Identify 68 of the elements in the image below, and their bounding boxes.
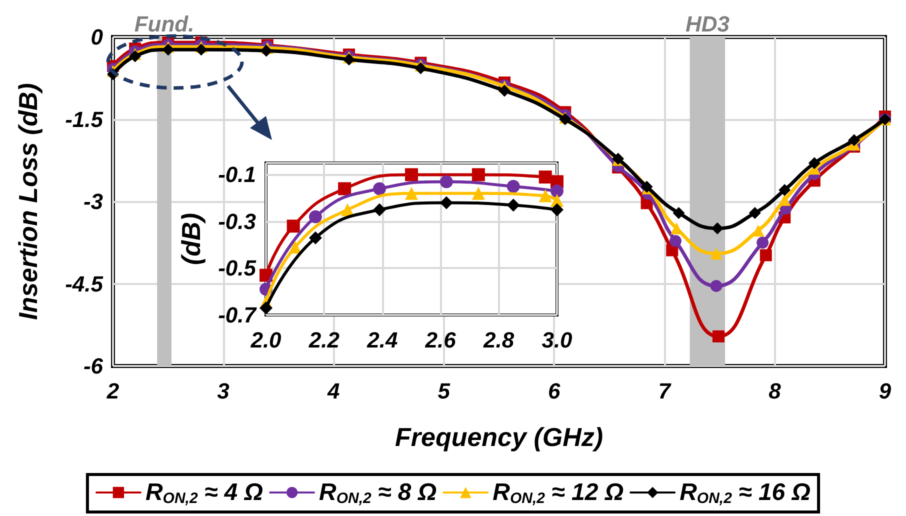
y-tick-label: -0.7 (218, 302, 258, 328)
point (440, 196, 453, 210)
point (550, 203, 564, 216)
point (550, 184, 564, 198)
y-tick-label: -1.5 (65, 106, 104, 132)
point (373, 182, 386, 196)
point (162, 44, 174, 56)
point (308, 231, 322, 244)
point (405, 168, 418, 182)
x-tick-label: 2.8 (482, 328, 515, 352)
point (712, 330, 724, 342)
x-tick-label: 3 (217, 378, 230, 404)
point (260, 44, 272, 57)
point (710, 280, 722, 292)
y-tick-label: -0.3 (218, 208, 256, 234)
x-tick-label: 3.0 (542, 328, 574, 352)
point (440, 175, 453, 188)
point (778, 184, 791, 196)
point (472, 186, 485, 200)
x-tick-label: 2.4 (366, 328, 398, 352)
point (506, 180, 520, 193)
point (372, 203, 386, 216)
point (506, 198, 520, 212)
band-label: HD3 (685, 12, 730, 36)
point (286, 220, 300, 233)
point (752, 224, 764, 237)
y-tick-label: 0 (90, 24, 104, 50)
x-tick-label: 2 (106, 378, 120, 404)
point (760, 249, 772, 262)
point (711, 222, 724, 234)
x-tick-label: 7 (658, 378, 672, 404)
point (538, 189, 552, 202)
point (308, 210, 322, 224)
point (848, 134, 860, 146)
x-tick-label: 5 (438, 378, 451, 404)
point (260, 301, 272, 314)
band-label: Fund. (134, 12, 194, 36)
point (414, 62, 427, 74)
point (710, 248, 722, 260)
point (472, 168, 485, 182)
point (756, 236, 769, 249)
y-tick-label: -0.1 (218, 162, 256, 188)
y-tick-label: -6 (83, 354, 104, 378)
x-tick-label: 4 (326, 378, 340, 404)
point (129, 50, 142, 62)
point (748, 207, 761, 220)
point (405, 186, 418, 200)
x-tick-label: 8 (768, 378, 782, 404)
x-tick-label: 6 (548, 378, 562, 404)
point (288, 240, 302, 254)
point (778, 194, 791, 206)
point (338, 182, 352, 196)
x-tick-label: 2.6 (424, 328, 457, 352)
y-axis-title: Insertion Loss (dB) (13, 83, 43, 320)
point (669, 234, 682, 247)
y-tick-label: -4.5 (65, 271, 104, 296)
y-tick-label: -0.5 (218, 256, 257, 281)
x-tick-label: 2.2 (308, 328, 340, 352)
y-axis-title: (dB) (176, 213, 206, 265)
point (672, 207, 685, 220)
point (808, 157, 820, 170)
x-axis-title: Frequency (GHz) (394, 422, 604, 452)
point (498, 84, 511, 97)
point (195, 44, 208, 56)
point (538, 170, 552, 184)
x-tick-label: 9 (878, 378, 892, 404)
y-tick-label: -3 (83, 189, 103, 214)
x-tick-label: 2.0 (250, 328, 282, 352)
